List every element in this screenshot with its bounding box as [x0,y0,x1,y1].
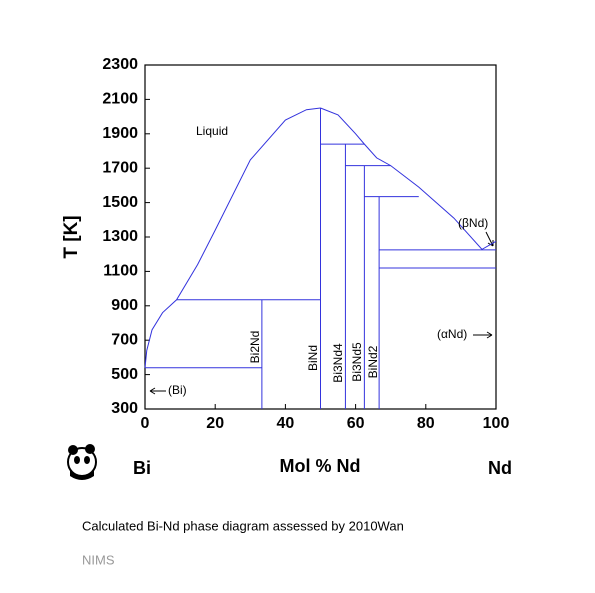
phase-label: (βNd) [458,216,488,230]
compound-label: Bi3Nd5 [350,342,364,382]
y-tick-label: 2100 [102,91,138,108]
phase-boundary [320,107,497,251]
left-element: Bi [133,458,151,478]
y-tick-label: 1900 [102,125,138,142]
compound-label: BiNd2 [366,345,380,378]
compound-label: Bi3Nd4 [331,343,345,383]
y-tick-label: 1300 [102,228,138,245]
phase-label: Liquid [196,124,228,138]
x-tick-label: 100 [483,415,510,432]
phase-label: (αNd) [437,327,467,341]
y-axis-label: T [K] [61,215,82,258]
y-tick-label: 300 [111,400,138,417]
x-axis-label: Mol % Nd [280,456,361,476]
y-tick-label: 2300 [102,56,138,73]
x-tick-label: 40 [277,415,295,432]
source: NIMS [82,552,115,567]
phase-boundary [144,107,321,368]
y-tick-label: 1500 [102,194,138,211]
y-tick-label: 500 [111,366,138,383]
caption: Calculated Bi-Nd phase diagram assessed … [82,518,404,533]
y-tick-label: 1700 [102,159,138,176]
x-tick-label: 20 [206,415,224,432]
right-element: Nd [488,458,512,478]
x-tick-label: 80 [417,415,435,432]
y-tick-label: 1100 [103,263,138,280]
panda-icon [67,444,97,480]
compound-label: Bi2Nd [248,331,262,364]
x-tick-label: 0 [141,415,150,432]
y-tick-label: 900 [111,297,138,314]
compound-label: BiNd [306,345,320,371]
phase-label: (Bi) [168,383,187,397]
y-tick-label: 700 [111,331,138,348]
x-tick-label: 60 [347,415,365,432]
